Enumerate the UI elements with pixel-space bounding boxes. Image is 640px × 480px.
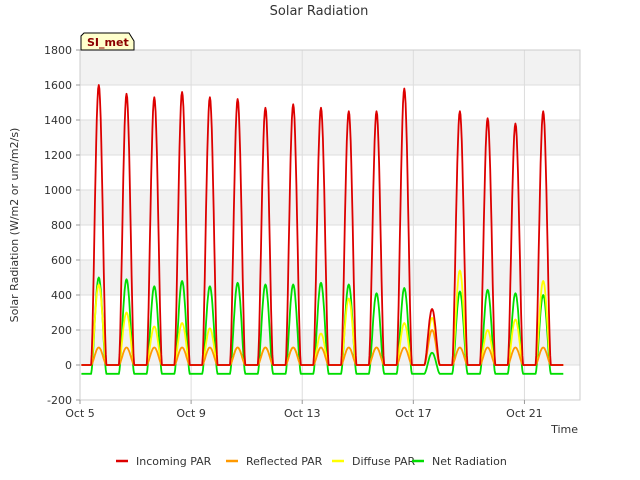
plot-background-bands <box>80 50 580 365</box>
legend-label-diffuse-par: Diffuse PAR <box>352 455 416 468</box>
series-line-diffuse-par <box>81 269 564 366</box>
y-tick-label: 1600 <box>44 79 72 92</box>
x-tick-label: Oct 13 <box>284 407 321 420</box>
legend-label-incoming-par: Incoming PAR <box>136 455 212 468</box>
badge-label: SI_met <box>87 36 129 49</box>
background-band <box>80 260 580 295</box>
y-tick-label: 0 <box>65 359 72 372</box>
legend-label-net-radiation: Net Radiation <box>432 455 507 468</box>
series-line-incoming-par <box>81 84 564 366</box>
x-tick-label: Oct 17 <box>395 407 432 420</box>
series-line-reflected-par <box>81 329 564 366</box>
y-tick-label: 200 <box>51 324 72 337</box>
y-tick-label: 600 <box>51 254 72 267</box>
y-tick-label: 400 <box>51 289 72 302</box>
x-tick-label: Oct 21 <box>506 407 543 420</box>
y-tick-label: 1000 <box>44 184 72 197</box>
background-band <box>80 330 580 365</box>
badge-shape <box>80 32 135 51</box>
y-tick-label: 1200 <box>44 149 72 162</box>
series-lines <box>81 84 564 375</box>
legend: Incoming PAR Reflected PAR Diffuse PAR Net … <box>116 455 507 468</box>
background-band <box>80 190 580 225</box>
x-tick-label: Oct 5 <box>65 407 95 420</box>
y-tick-label: 800 <box>51 219 72 232</box>
y-axis-ticks: -200 0 200 400 600 800 1000 1200 1400 1600 1800 <box>44 44 80 407</box>
x-axis-label: Time <box>550 423 578 436</box>
chart-title: Solar Radiation <box>270 4 369 19</box>
y-tick-label: 1400 <box>44 114 72 127</box>
y-tick-label: -200 <box>47 394 72 407</box>
y-tick-label: 1800 <box>44 44 72 57</box>
site-badge: SI_met <box>80 32 135 51</box>
x-axis-ticks: Oct 5 Oct 9 Oct 13 Oct 17 Oct 21 <box>65 400 543 420</box>
background-band <box>80 50 580 85</box>
background-band <box>80 120 580 155</box>
legend-label-reflected-par: Reflected PAR <box>246 455 323 468</box>
y-axis-label: Solar Radiation (W/m2 or um/m2/s) <box>8 128 21 323</box>
x-tick-label: Oct 9 <box>176 407 206 420</box>
